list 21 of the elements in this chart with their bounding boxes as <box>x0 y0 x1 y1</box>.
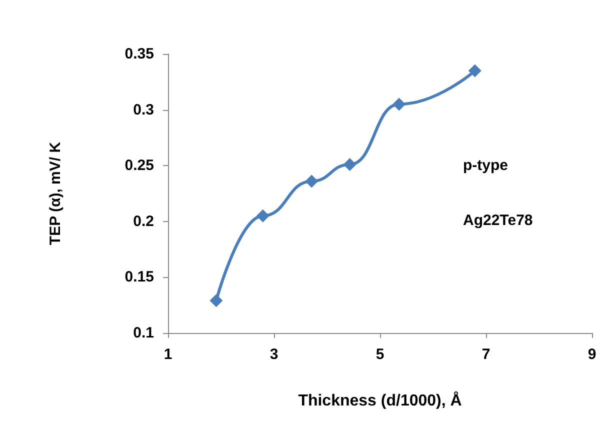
point <box>468 64 482 78</box>
y-tick-label: 0.15 <box>124 268 154 286</box>
y-tick-label: 0.35 <box>124 46 154 62</box>
point <box>256 209 270 222</box>
x-tick-label: 5 <box>376 346 384 363</box>
y-tick-label: 0.1 <box>133 324 154 342</box>
point <box>392 98 406 111</box>
x-tick-label: 9 <box>588 346 596 363</box>
y-tick-label: 0.25 <box>124 157 154 174</box>
annotation: p-type <box>463 157 508 174</box>
x-tick-label: 3 <box>270 346 278 363</box>
x-tick-label: 7 <box>482 346 490 363</box>
point <box>343 158 356 171</box>
x-tick-label: 1 <box>164 346 172 363</box>
point <box>305 174 318 188</box>
x-axis-title: Thickness (d/1000), Å <box>298 390 462 410</box>
point <box>210 294 223 308</box>
y-tick-label: 0.2 <box>133 212 154 230</box>
y-tick-label: 0.3 <box>133 101 154 118</box>
y-axis-title: TEP (α), mV/ K <box>47 142 64 246</box>
annotation: Ag22Te78 <box>463 212 533 229</box>
